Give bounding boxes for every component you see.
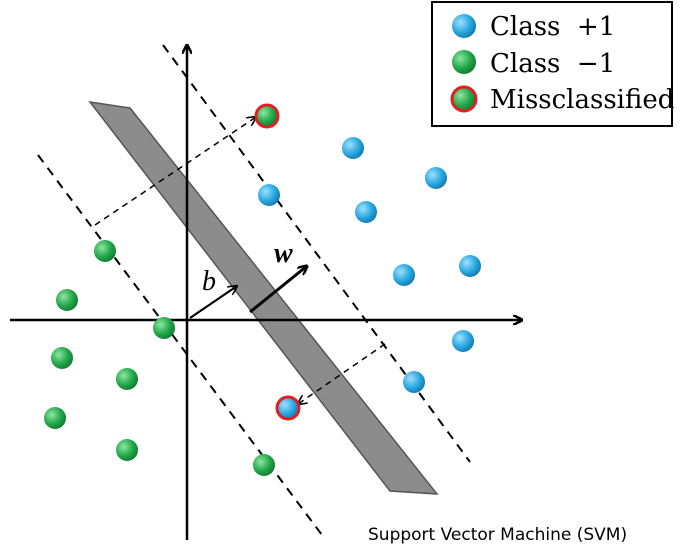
negative-point xyxy=(56,289,78,311)
legend-marker-positive xyxy=(452,14,476,38)
misclassified-points xyxy=(254,103,301,421)
figure-caption: Support Vector Machine (SVM) xyxy=(368,525,627,545)
misclassified-positive-point xyxy=(275,395,301,421)
negative-point xyxy=(116,439,138,461)
legend-marker-misclassified xyxy=(450,85,478,113)
negative-point xyxy=(94,240,116,262)
negative-points xyxy=(44,240,275,476)
positive-point xyxy=(425,167,447,189)
legend: Class +1 Class −1 Missclassified xyxy=(431,1,674,127)
positive-point xyxy=(393,264,415,286)
positive-point xyxy=(452,330,474,352)
negative-point xyxy=(253,454,275,476)
dashed-arrow-lower xyxy=(298,343,386,404)
hyperplane-band xyxy=(88,100,439,495)
b-arrow xyxy=(189,286,237,319)
negative-point xyxy=(153,317,175,339)
positive-point xyxy=(258,184,280,206)
negative-point xyxy=(116,368,138,390)
label-b: b xyxy=(202,266,216,297)
label-w: w xyxy=(274,238,293,269)
margin-line-right xyxy=(162,44,471,463)
legend-marker-negative xyxy=(452,50,476,74)
legend-label-negative: Class −1 xyxy=(490,49,615,79)
negative-point xyxy=(51,347,73,369)
legend-label-positive: Class +1 xyxy=(490,12,615,42)
positive-point xyxy=(403,371,425,393)
misclassified-negative-point xyxy=(254,103,280,129)
positive-point xyxy=(355,201,377,223)
positive-points xyxy=(258,137,481,393)
positive-point xyxy=(342,137,364,159)
legend-label-misclassified: Missclassified xyxy=(490,85,674,115)
w-arrow xyxy=(249,266,307,314)
negative-point xyxy=(44,407,66,429)
positive-point xyxy=(459,255,481,277)
